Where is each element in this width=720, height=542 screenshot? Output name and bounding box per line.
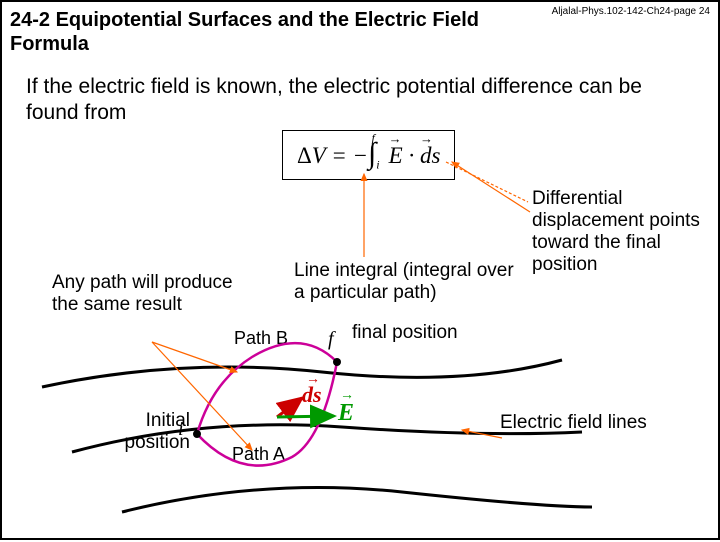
label-ds: →ds: [302, 382, 322, 408]
point-f: [333, 358, 341, 366]
annotation-final-position: final position: [352, 322, 458, 344]
label-f: f: [328, 328, 334, 351]
point-i: [193, 430, 201, 438]
label-i: i: [178, 418, 184, 441]
formula-upper: f: [372, 131, 375, 145]
e-vector: [277, 416, 334, 417]
annotation-initial-position: Initial position: [90, 410, 190, 454]
label-path-a: Path A: [232, 444, 285, 465]
annotation-any-path: Any path will produce the same result: [52, 272, 242, 316]
label-path-b: Path B: [234, 328, 288, 349]
intro-text: If the electric field is known, the elec…: [26, 74, 686, 127]
page-title: 24-2 Equipotential Surfaces and the Elec…: [10, 8, 479, 56]
annotation-efield-lines: Electric field lines: [500, 412, 647, 434]
label-e-vector: →E: [338, 400, 354, 427]
annotation-line-integral: Line integral (integral over a particula…: [294, 260, 514, 304]
annotation-differential: Differential displacement points toward …: [532, 188, 712, 275]
header-reference: Aljalal-Phys.102-142-Ch24-page 24: [552, 6, 710, 17]
formula-box: ΔV = −∫if E · ds: [282, 130, 455, 180]
ds-vector: [277, 398, 302, 417]
formula-lower: i: [376, 158, 379, 172]
